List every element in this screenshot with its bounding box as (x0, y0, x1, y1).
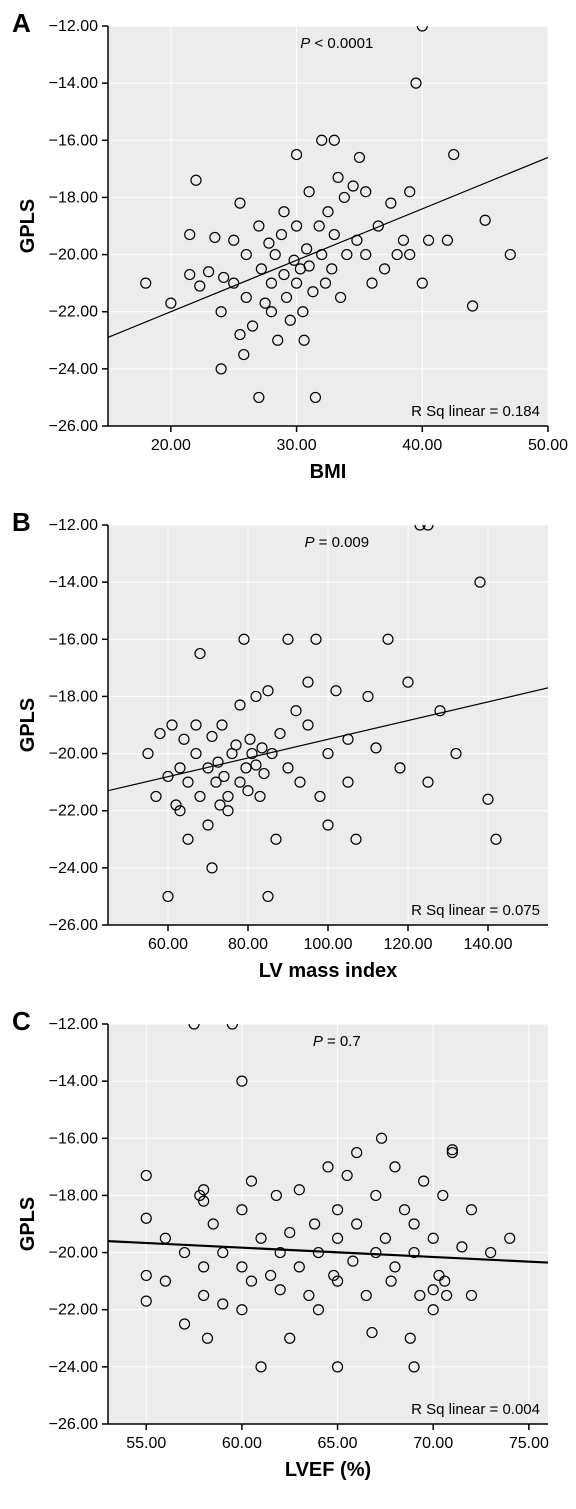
x-axis-label: BMI (310, 461, 347, 483)
y-tick-label: −16.00 (49, 631, 98, 648)
scatter-plot: 60.00 80.00 100.00 120.00 140.00 −12.00 −14.00… (8, 505, 568, 1000)
y-tick-label: −16.00 (49, 132, 98, 149)
x-tick-label: 60.00 (222, 1435, 262, 1452)
p-value-annotation: P = 0.009 (304, 534, 369, 551)
x-tick-label: 70.00 (413, 1435, 453, 1452)
x-tick-label: 80.00 (228, 936, 268, 953)
x-tick-label: 120.00 (384, 936, 433, 953)
y-tick-label: −20.00 (49, 1245, 98, 1262)
y-tick-label: −22.00 (49, 1302, 98, 1319)
y-tick-label: −14.00 (49, 75, 98, 92)
x-tick-label: 55.00 (126, 1435, 166, 1452)
scatter-panel-b: B 60.00 80.00 100.00 120.00 140.00 −12.00 −14.0… (8, 505, 568, 1000)
panel-letter: A (12, 8, 31, 39)
y-tick-label: −12.00 (49, 1016, 98, 1033)
y-tick-label: −24.00 (49, 1359, 98, 1376)
y-axis-label: GPLS (17, 1197, 39, 1251)
x-axis-label: LV mass index (259, 960, 398, 982)
scatter-panel-a: A 20.00 30.00 40.00 50.00 −12.00 −14.00 −16.00 −… (8, 6, 568, 501)
y-tick-label: −20.00 (49, 746, 98, 763)
x-axis-label: LVEF (%) (285, 1459, 371, 1481)
y-tick-label: −12.00 (49, 517, 98, 534)
p-value-annotation: P = 0.7 (313, 1033, 361, 1050)
y-tick-label: −24.00 (49, 860, 98, 877)
y-tick-label: −18.00 (49, 1187, 98, 1204)
y-tick-label: −26.00 (49, 917, 98, 934)
r-sq-annotation: R Sq linear = 0.075 (411, 902, 540, 919)
y-tick-label: −24.00 (49, 361, 98, 378)
x-tick-label: 60.00 (148, 936, 188, 953)
y-tick-label: −12.00 (49, 18, 98, 35)
x-tick-label: 140.00 (464, 936, 513, 953)
y-tick-label: −22.00 (49, 803, 98, 820)
y-tick-label: −26.00 (49, 418, 98, 435)
panel-letter: C (12, 1006, 31, 1037)
scatter-plot: 20.00 30.00 40.00 50.00 −12.00 −14.00 −16.00 −1… (8, 6, 568, 501)
scatter-plot: 55.00 60.00 65.00 70.00 75.00 −12.00 −14.00 −16… (8, 1004, 568, 1499)
r-sq-annotation: R Sq linear = 0.004 (411, 1401, 540, 1418)
x-tick-label: 20.00 (151, 437, 191, 454)
x-tick-label: 75.00 (509, 1435, 549, 1452)
y-tick-label: −16.00 (49, 1130, 98, 1147)
y-axis-label: GPLS (17, 199, 39, 253)
x-tick-label: 65.00 (318, 1435, 358, 1452)
x-tick-label: 40.00 (402, 437, 442, 454)
y-tick-label: −26.00 (49, 1416, 98, 1433)
x-tick-label: 50.00 (528, 437, 568, 454)
x-tick-label: 30.00 (277, 437, 317, 454)
r-sq-annotation: R Sq linear = 0.184 (411, 403, 540, 420)
y-tick-label: −22.00 (49, 304, 98, 321)
y-tick-label: −14.00 (49, 574, 98, 591)
panel-letter: B (12, 507, 31, 538)
scatter-panel-c: C 55.00 60.00 65.00 70.00 75.00 −12.00 −14.00 −1… (8, 1004, 568, 1499)
x-tick-label: 100.00 (304, 936, 353, 953)
y-axis-label: GPLS (17, 698, 39, 752)
p-value-annotation: P < 0.0001 (300, 35, 373, 52)
y-tick-label: −18.00 (49, 688, 98, 705)
y-tick-label: −14.00 (49, 1073, 98, 1090)
y-tick-label: −20.00 (49, 247, 98, 264)
y-tick-label: −18.00 (49, 189, 98, 206)
